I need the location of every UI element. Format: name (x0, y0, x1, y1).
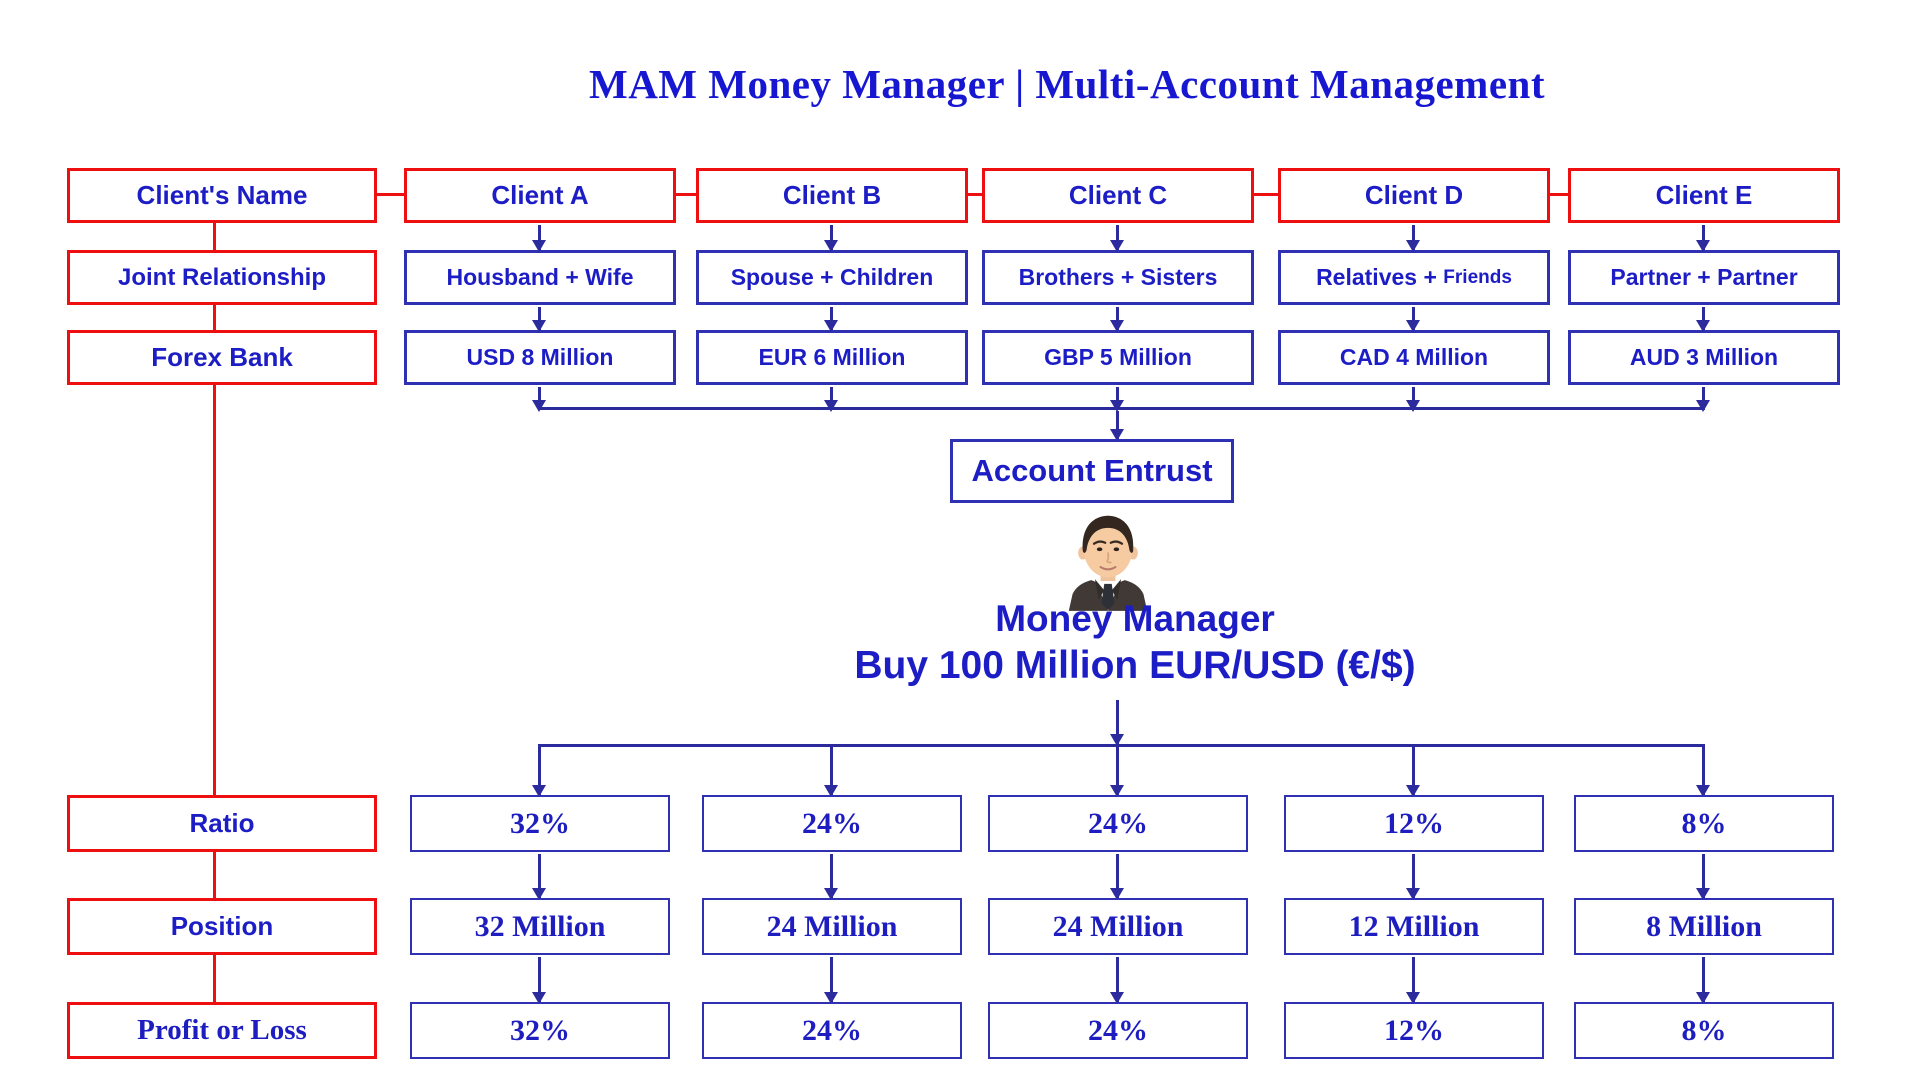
arrow-down (1110, 747, 1124, 797)
label-profit-or-loss: Profit or Loss (67, 1002, 377, 1059)
connector-red-v (213, 955, 216, 1002)
box-client-c: Client C (982, 168, 1254, 223)
box-client-a: Client A (404, 168, 676, 223)
box-position-c: 24 Million (988, 898, 1248, 955)
box-client-b: Client B (696, 168, 968, 223)
money-manager-caption: Money Manager (995, 598, 1275, 639)
arrow-down (824, 225, 838, 252)
money-manager-avatar (1052, 510, 1164, 616)
box-position-a: 32 Million (410, 898, 670, 955)
relationship-text: Housband + Wife (446, 264, 634, 291)
arrow-down (1406, 225, 1420, 252)
connector-red-h (1550, 193, 1568, 196)
arrow-down (532, 854, 546, 900)
box-account-entrust: Account Entrust (950, 439, 1234, 503)
collect-line (538, 407, 1705, 410)
arrow-down (532, 957, 546, 1004)
arrow-down (1696, 307, 1710, 332)
order-text: Buy 100 Million EUR/USD (€/$) (854, 644, 1416, 687)
connector-red-v-long (213, 385, 216, 795)
box-deposit-c: GBP 5 Million (982, 330, 1254, 385)
arrow-down (824, 957, 838, 1004)
arrow-down (824, 747, 838, 797)
box-position-b: 24 Million (702, 898, 962, 955)
connector-red-v (213, 852, 216, 898)
box-client-d: Client D (1278, 168, 1550, 223)
label-clients-name: Client's Name (67, 168, 377, 223)
relationship-text: Partner + Partner (1610, 264, 1798, 291)
relationship-text: Spouse + Children (730, 264, 934, 291)
label-forex-bank: Forex Bank (67, 330, 377, 385)
connector-red-v (213, 305, 216, 330)
connector-red-h (676, 193, 696, 196)
box-relationship-e: Partner + Partner (1568, 250, 1840, 305)
connector-red-h (968, 193, 982, 196)
box-profit-e: 8% (1574, 1002, 1834, 1059)
relationship-text-small: Friends (1443, 266, 1512, 288)
label-joint-relationship: Joint Relationship (67, 250, 377, 305)
box-ratio-a: 32% (410, 795, 670, 852)
arrow-down (1696, 957, 1710, 1004)
arrow-down (532, 225, 546, 252)
box-position-d: 12 Million (1284, 898, 1544, 955)
arrow-down (1406, 307, 1420, 332)
box-ratio-d: 12% (1284, 795, 1544, 852)
box-ratio-c: 24% (988, 795, 1248, 852)
connector-red-h (377, 193, 404, 196)
box-deposit-a: USD 8 Million (404, 330, 676, 385)
box-ratio-e: 8% (1574, 795, 1834, 852)
box-deposit-d: CAD 4 Million (1278, 330, 1550, 385)
arrow-down (1696, 747, 1710, 797)
box-client-e: Client E (1568, 168, 1840, 223)
arrow-down (824, 307, 838, 332)
label-position: Position (67, 898, 377, 955)
arrow-down (532, 747, 546, 797)
relationship-text: Brothers + Sisters (1018, 264, 1218, 291)
box-profit-d: 12% (1284, 1002, 1544, 1059)
box-relationship-c: Brothers + Sisters (982, 250, 1254, 305)
box-deposit-e: AUD 3 Million (1568, 330, 1840, 385)
arrow-down (1110, 225, 1124, 252)
arrow-down (1406, 854, 1420, 900)
label-ratio: Ratio (67, 795, 377, 852)
arrow-down (1696, 854, 1710, 900)
arrow-down (1696, 225, 1710, 252)
arrow-down (1110, 307, 1124, 332)
person-icon (1068, 515, 1148, 611)
connector-red-v (213, 223, 216, 250)
box-profit-b: 24% (702, 1002, 962, 1059)
arrow-down (532, 307, 546, 332)
box-profit-a: 32% (410, 1002, 670, 1059)
arrow-to-entrust (1110, 411, 1124, 441)
arrow-down (1406, 957, 1420, 1004)
arrow-down (1406, 747, 1420, 797)
box-ratio-b: 24% (702, 795, 962, 852)
arrow-down (824, 854, 838, 900)
box-relationship-b: Spouse + Children (696, 250, 968, 305)
arrow-down (1110, 854, 1124, 900)
box-relationship-a: Housband + Wife (404, 250, 676, 305)
arrow-down (1110, 957, 1124, 1004)
box-position-e: 8 Million (1574, 898, 1834, 955)
relationship-text: Relatives + (1316, 264, 1437, 291)
arrow-from-order (1110, 700, 1124, 746)
page-title: MAM Money Manager | Multi-Account Manage… (589, 61, 1545, 107)
connector-red-h (1254, 193, 1278, 196)
box-deposit-b: EUR 6 Million (696, 330, 968, 385)
box-profit-c: 24% (988, 1002, 1248, 1059)
distribution-line (538, 744, 1705, 747)
box-relationship-d: Relatives + Friends (1278, 250, 1550, 305)
